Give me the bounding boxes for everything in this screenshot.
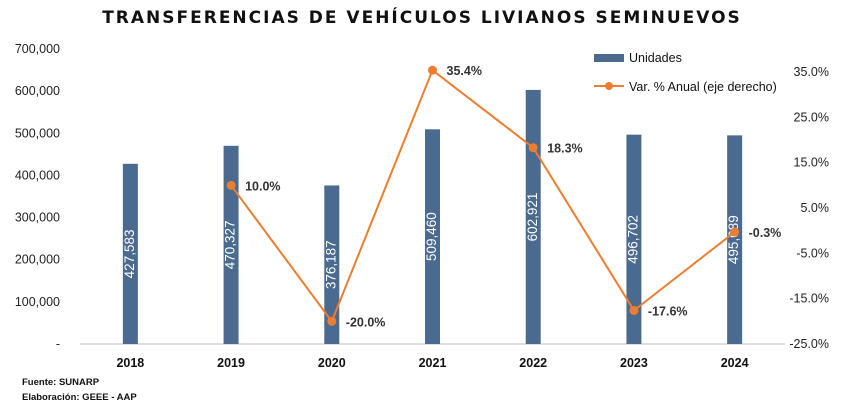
legend-line-marker — [605, 82, 613, 90]
x-tick-label: 2018 — [116, 356, 144, 370]
bar-data-label: 496,702 — [625, 215, 640, 264]
bar-data-label: 427,583 — [122, 229, 137, 278]
line-point — [730, 227, 740, 237]
y-left-tick-label: 600,000 — [15, 84, 60, 98]
y-left-tick-label: 100,000 — [15, 295, 60, 309]
line-data-label: 10.0% — [245, 179, 280, 193]
line-data-label: -20.0% — [346, 315, 386, 329]
y-left-tick-label: 300,000 — [15, 211, 60, 225]
y-right-tick-label: -25.0% — [789, 337, 829, 351]
y-right-tick-label: -15.0% — [789, 292, 829, 306]
bar-data-label: 509,460 — [424, 212, 439, 261]
x-tick-label: 2022 — [519, 356, 547, 370]
x-tick-label: 2020 — [318, 356, 346, 370]
bar — [626, 134, 642, 344]
line-data-label: -0.3% — [749, 226, 782, 240]
bar-data-label: 470,327 — [223, 220, 238, 269]
plot-area: - 100,000 200,000 300,000 400,000 500,000 600,… — [15, 42, 829, 370]
y-left-tick-label: 200,000 — [15, 253, 60, 267]
bar — [727, 135, 743, 344]
y-left-tick-label: 400,000 — [15, 168, 60, 182]
line-point — [428, 65, 437, 75]
bar — [324, 185, 340, 344]
bar — [223, 145, 239, 344]
y-right-tick-label: 25.0% — [794, 110, 829, 124]
bar-data-label: 495,089 — [726, 215, 741, 264]
line-point — [327, 316, 337, 326]
x-tick-label: 2021 — [419, 356, 447, 370]
x-tick-label: 2019 — [217, 356, 245, 370]
y-right-tick-label: 5.0% — [801, 201, 830, 215]
line-data-label: 18.3% — [547, 142, 582, 156]
x-tick-label: 2023 — [620, 356, 648, 370]
bar — [425, 129, 440, 344]
y-left-tick-label: - — [56, 337, 60, 351]
y-right-tick-label: -5.0% — [796, 246, 829, 260]
legend-line-label: Var. % Anual (eje derecho) — [629, 80, 777, 94]
y-right-tick-label: 15.0% — [794, 156, 829, 170]
line-point — [629, 305, 639, 315]
legend-bar-label: Unidades — [629, 51, 682, 65]
legend-bar-swatch — [594, 54, 624, 62]
line-point — [528, 143, 538, 153]
credit-note: Elaboración: GEEE - AAP — [22, 392, 137, 403]
y-right-tick-label: 35.0% — [794, 65, 829, 79]
line-point — [226, 180, 236, 190]
source-note: Fuente: SUNARP — [22, 377, 100, 388]
y-left-tick-label: 500,000 — [15, 126, 60, 140]
line-series — [230, 68, 736, 324]
line-data-label: 35.4% — [447, 64, 482, 78]
y-left-tick-label: 700,000 — [15, 42, 60, 56]
chart-title: TRANSFERENCIAS DE VEHÍCULOS LIVIANOS SEM… — [102, 6, 742, 28]
x-tick-label: 2024 — [721, 356, 749, 370]
bar-data-label: 376,187 — [323, 240, 338, 289]
bar-data-label: 602,921 — [525, 193, 540, 242]
line-data-label: -17.6% — [648, 304, 688, 318]
bar — [122, 163, 138, 344]
legend: Unidades Var. % Anual (eje derecho) — [594, 51, 777, 94]
